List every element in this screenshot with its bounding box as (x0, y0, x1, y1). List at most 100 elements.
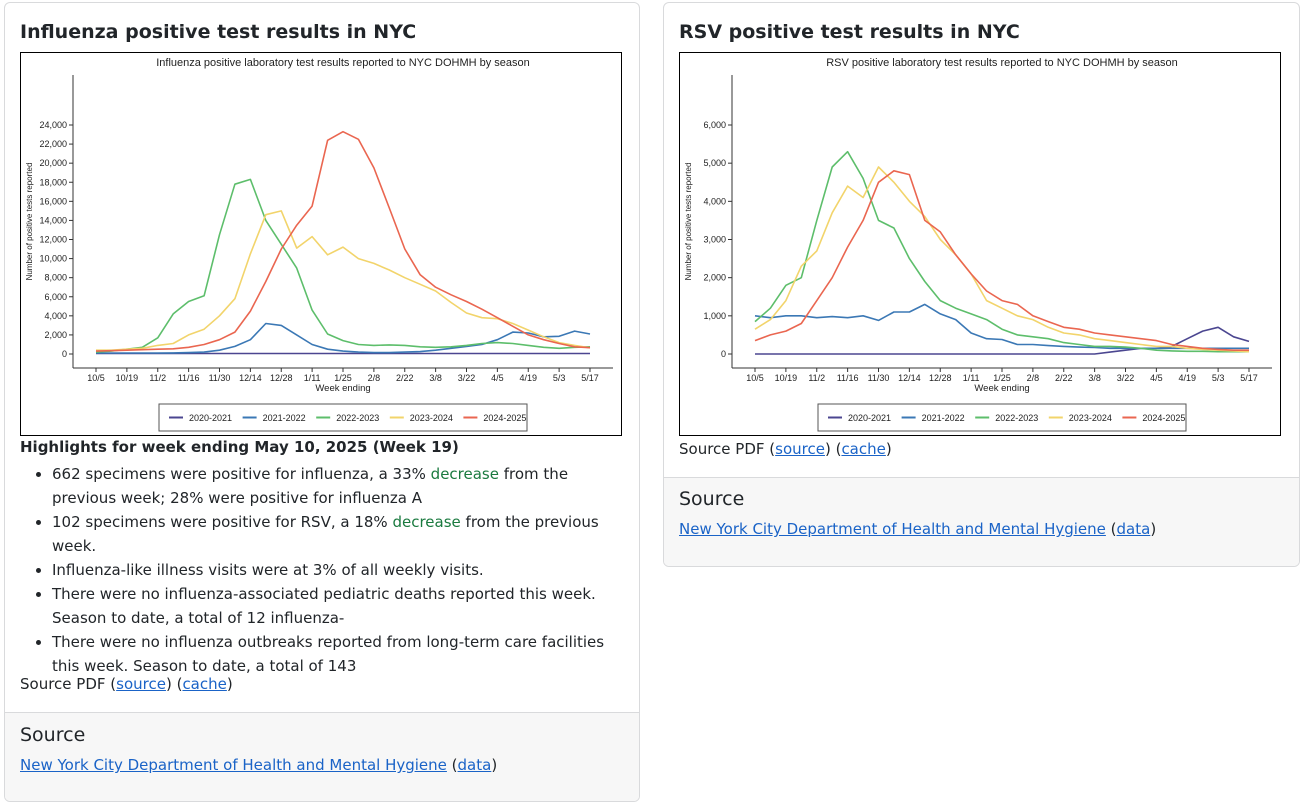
series-line-2024-2025 (754, 170, 1249, 352)
y-tick-label: 14,000 (39, 215, 67, 225)
source-pdf-label: Source PDF ( (679, 440, 776, 458)
source-pdf-close: ) (226, 675, 233, 693)
series-line-2021-2022 (754, 303, 1249, 350)
x-tick-label: 4/19 (1178, 373, 1196, 383)
y-tick-label: 2,000 (703, 273, 726, 283)
y-tick-label: 8,000 (44, 273, 67, 283)
x-tick-label: 3/22 (1117, 373, 1135, 383)
rsv-card-footer: Source New York City Department of Healt… (664, 477, 1299, 566)
flu-footer-heading: Source (20, 724, 86, 746)
series-line-2022-2023 (754, 150, 1249, 353)
x-tick-label: 11/16 (178, 373, 200, 383)
rsv-footer-heading: Source (679, 488, 745, 510)
legend-label: 2023-2024 (1069, 413, 1112, 423)
x-tick-label: 4/5 (491, 373, 504, 383)
x-tick-label: 11/2 (808, 373, 825, 383)
source-pdf-sep: ) ( (165, 675, 183, 693)
y-tick-label: 1,000 (703, 311, 726, 321)
series-line-2022-2023 (95, 178, 591, 353)
y-tick-label: 2,000 (44, 330, 67, 340)
x-tick-label: 1/25 (334, 373, 352, 383)
rsv-card-title: RSV positive test results in NYC (679, 21, 1020, 43)
highlight-text: from the previous week. (52, 513, 599, 555)
flu-card-title: Influenza positive test results in NYC (20, 21, 417, 43)
y-tick-label: 18,000 (39, 177, 67, 187)
x-axis-label: Week ending (315, 383, 370, 394)
y-tick-label: 12,000 (39, 235, 67, 245)
y-tick-label: 6,000 (44, 292, 67, 302)
flu-cache-link[interactable]: cache (182, 675, 227, 693)
y-tick-label: 3,000 (703, 235, 726, 245)
series-line-2023-2024 (96, 210, 591, 352)
x-tick-label: 12/28 (270, 373, 293, 383)
highlight-text: from the previous week; 28% were positiv… (52, 465, 569, 507)
x-tick-label: 12/28 (929, 373, 952, 383)
highlight-item: 662 specimens were positive for influenz… (52, 462, 620, 510)
source-pdf-label: Source PDF ( (20, 675, 117, 693)
y-tick-label: 24,000 (39, 120, 67, 130)
highlight-text: 102 specimens were positive for RSV, a 1… (52, 513, 393, 531)
x-tick-label: 11/2 (149, 373, 166, 383)
series-line-2023-2024 (754, 166, 1250, 353)
flu-source-link[interactable]: source (116, 675, 166, 693)
highlight-text: 662 specimens were positive for influenz… (52, 465, 431, 483)
highlights-list: 662 specimens were positive for influenz… (20, 462, 620, 678)
series-line-2020-2021 (755, 326, 1250, 355)
highlight-item: 102 specimens were positive for RSV, a 1… (52, 510, 620, 558)
x-tick-label: 2/8 (1027, 373, 1040, 383)
rsv-card: RSV positive test results in NYC RSV pos… (663, 2, 1300, 567)
highlight-text: There were no influenza outbreaks report… (52, 633, 605, 675)
legend-label: 2020-2021 (848, 413, 891, 423)
series-line-2024-2025 (95, 130, 591, 352)
chart-title: RSV positive laboratory test results rep… (826, 57, 1178, 69)
x-tick-label: 5/17 (581, 373, 599, 383)
x-tick-label: 2/8 (368, 373, 381, 383)
x-tick-label: 2/22 (396, 373, 414, 383)
highlight-text: There were no influenza-associated pedia… (52, 585, 596, 627)
rsv-data-link[interactable]: data (1116, 520, 1151, 538)
source-pdf-close: ) (885, 440, 892, 458)
highlight-item: There were no influenza-associated pedia… (52, 582, 620, 630)
x-tick-label: 1/11 (963, 373, 980, 383)
flu-nyc-dohmh-link[interactable]: New York City Department of Health and M… (20, 756, 447, 774)
y-axis-label: Number of positive tests reported (684, 163, 693, 281)
decrease-text: decrease (392, 513, 461, 531)
footer-paren-close: ) (491, 756, 498, 774)
footer-paren-close: ) (1150, 520, 1157, 538)
rsv-source-pdf: Source PDF (source) (cache) (679, 440, 892, 458)
y-tick-label: 10,000 (39, 254, 67, 264)
legend-label: 2021-2022 (922, 413, 965, 423)
x-tick-label: 5/17 (1240, 373, 1258, 383)
x-tick-label: 4/5 (1150, 373, 1163, 383)
rsv-chart-svg: RSV positive laboratory test results rep… (684, 57, 1272, 432)
y-tick-label: 16,000 (39, 196, 67, 206)
legend-label: 2024-2025 (1142, 413, 1185, 423)
x-tick-label: 12/14 (898, 373, 921, 383)
y-tick-label: 4,000 (703, 196, 726, 206)
x-tick-label: 11/30 (209, 373, 231, 383)
flu-source-pdf: Source PDF (source) (cache) (20, 675, 233, 693)
rsv-source-link[interactable]: source (775, 440, 825, 458)
x-tick-label: 5/3 (1212, 373, 1225, 383)
y-tick-label: 5,000 (703, 158, 726, 168)
legend-label: 2020-2021 (189, 413, 232, 423)
legend-label: 2022-2023 (336, 413, 379, 423)
rsv-cache-link[interactable]: cache (841, 440, 886, 458)
x-tick-label: 12/14 (239, 373, 262, 383)
highlight-text: Influenza-like illness visits were at 3%… (52, 561, 484, 579)
x-tick-label: 11/16 (837, 373, 859, 383)
x-axis-label: Week ending (974, 383, 1029, 394)
footer-paren-open: ( (446, 756, 458, 774)
flu-chart: Influenza positive laboratory test resul… (20, 52, 622, 436)
rsv-nyc-dohmh-link[interactable]: New York City Department of Health and M… (679, 520, 1106, 538)
x-tick-label: 5/3 (553, 373, 566, 383)
flu-data-link[interactable]: data (457, 756, 492, 774)
x-tick-label: 10/5 (746, 373, 764, 383)
flu-card-footer: Source New York City Department of Healt… (5, 712, 639, 801)
y-tick-label: 0 (721, 349, 726, 359)
highlight-item: There were no influenza outbreaks report… (52, 630, 620, 678)
rsv-footer-links: New York City Department of Health and M… (679, 520, 1156, 538)
legend-label: 2024-2025 (483, 413, 526, 423)
x-tick-label: 10/5 (87, 373, 105, 383)
highlights-heading: Highlights for week ending May 10, 2025 … (20, 438, 459, 456)
